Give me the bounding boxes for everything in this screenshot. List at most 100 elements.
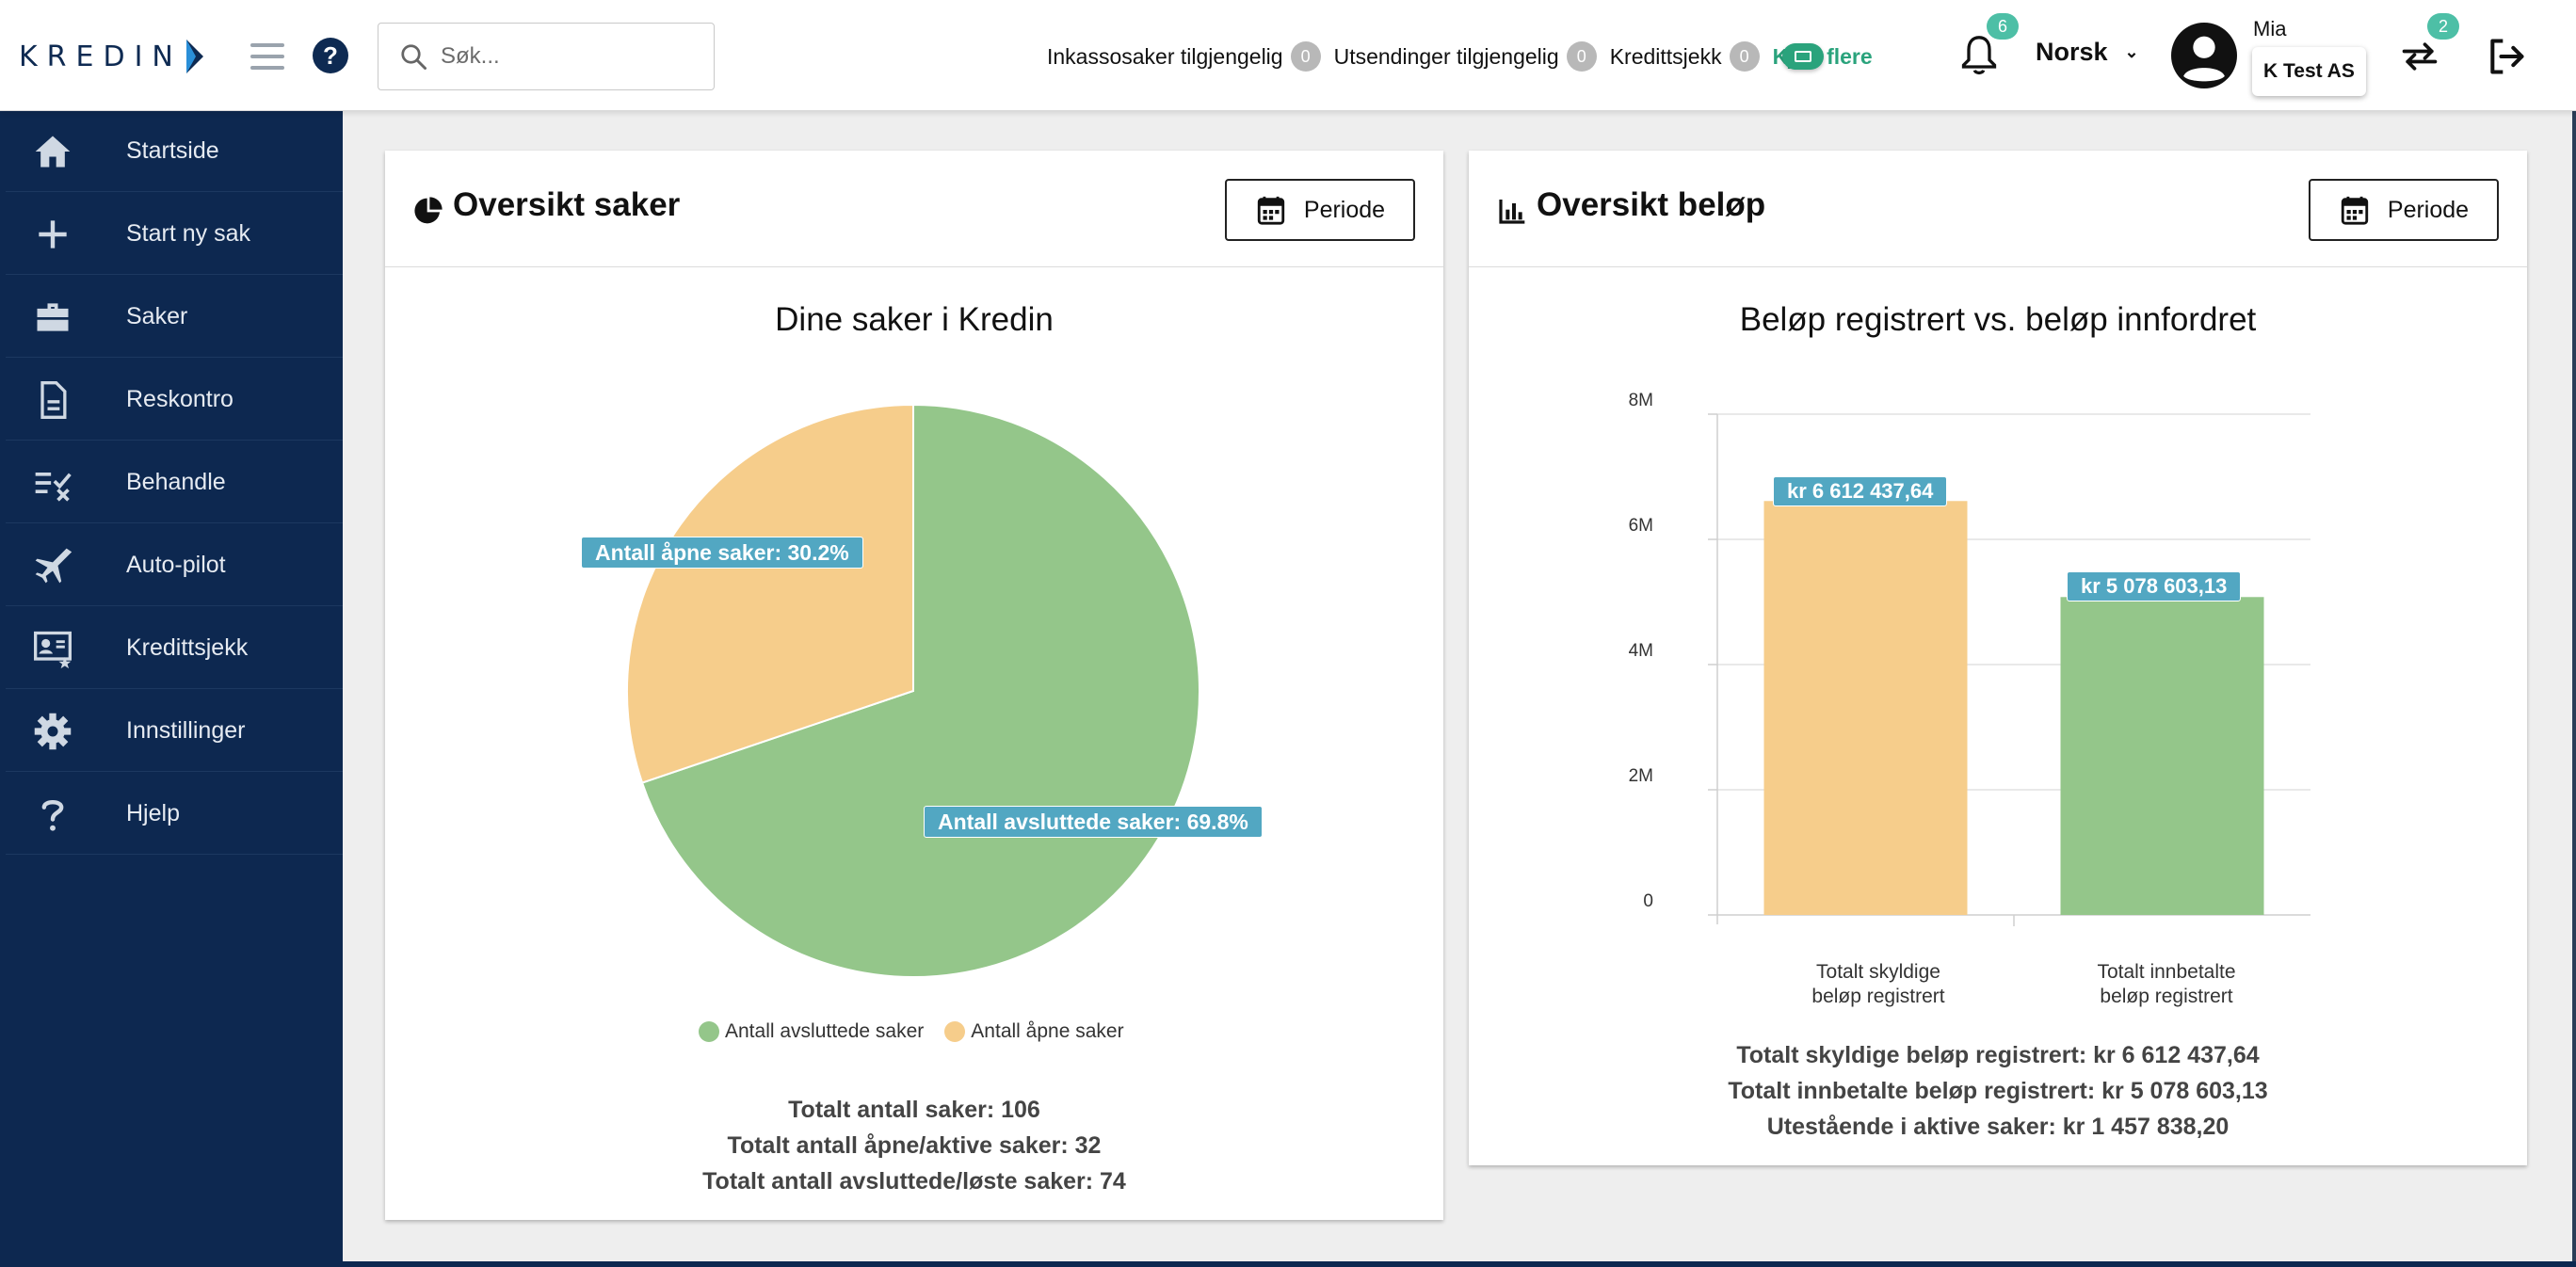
- counter-kredittsjekk: Kredittsjekk 0: [1610, 41, 1760, 72]
- language-select[interactable]: Norsk ⌄: [2036, 38, 2139, 67]
- calendar-icon: [1257, 196, 1285, 225]
- amounts-overview-card: Oversikt beløp Periode Beløp registrert …: [1469, 151, 2527, 1165]
- period-button[interactable]: Periode: [2309, 179, 2499, 241]
- y-tick-label: 6M: [1628, 516, 1653, 536]
- summary-line: Totalt innbetalte beløp registrert: kr 5…: [1728, 1078, 2268, 1104]
- legend-dot: [699, 1021, 719, 1042]
- summary-line: Totalt skyldige beløp registrert: kr 6 6…: [1736, 1042, 2260, 1068]
- card-title: Oversikt beløp: [1537, 186, 1766, 223]
- bar-chart: [1708, 413, 2310, 926]
- gear-icon: [34, 713, 72, 749]
- switch-account-icon[interactable]: [2399, 36, 2440, 77]
- x-tick-label: Totalt skyldige beløp registrert: [1775, 960, 1982, 1009]
- counter-badge: 0: [1566, 41, 1597, 72]
- pie-chart-icon: [414, 197, 443, 224]
- pie-slice[interactable]: [626, 403, 914, 784]
- sidebar-item-label: Saker: [126, 303, 188, 329]
- chart-title: Dine saker i Kredin: [775, 301, 1054, 338]
- legend-item-open[interactable]: Antall åpne saker: [944, 1020, 1124, 1043]
- search-icon: [401, 44, 427, 70]
- cases-summary: Totalt antall saker: 106 Totalt antall å…: [385, 1092, 1443, 1199]
- y-tick-label: 8M: [1628, 391, 1653, 410]
- counter-badge: 0: [1729, 41, 1760, 72]
- sidebar-item-label: Kredittsjekk: [126, 634, 249, 661]
- summary-line: Totalt antall avsluttede/løste saker: 74: [702, 1168, 1126, 1195]
- sidebar-item-reskontro[interactable]: Reskontro: [6, 360, 343, 441]
- bar[interactable]: [1763, 501, 1968, 915]
- bar-chart-icon: [1499, 200, 1525, 224]
- sidebar-item-label: Reskontro: [126, 386, 233, 412]
- sidebar-item-label: Auto-pilot: [126, 552, 226, 578]
- bar[interactable]: [2060, 597, 2264, 915]
- briefcase-icon: [37, 302, 69, 331]
- period-label: Periode: [1303, 196, 1386, 223]
- card-title: Oversikt saker: [453, 186, 681, 223]
- logo-text: KREDIN: [19, 40, 183, 73]
- chevron-down-icon: ⌄: [2124, 42, 2139, 61]
- summary-line: Totalt antall åpne/aktive saker: 32: [727, 1132, 1102, 1159]
- window-frame-right: [2572, 111, 2576, 1267]
- logo-arrow-icon: [185, 40, 203, 73]
- credit-card-icon: [1781, 43, 1824, 70]
- sidebar-item-label: Innstillinger: [126, 717, 246, 744]
- amounts-summary: Totalt skyldige beløp registrert: kr 6 6…: [1469, 1037, 2527, 1145]
- counter-label: Inkassosaker tilgjengelig: [1047, 43, 1283, 69]
- x-tick-label: Totalt innbetalte beløp registrert: [2063, 960, 2270, 1009]
- sidebar-item-innstillinger[interactable]: Innstillinger: [6, 691, 343, 772]
- y-tick-label: 0: [1643, 891, 1653, 911]
- card-header: Oversikt saker Periode: [385, 151, 1443, 267]
- sidebar-item-auto-pilot[interactable]: Auto-pilot: [6, 525, 343, 606]
- legend-item-closed[interactable]: Antall avsluttede saker: [699, 1020, 924, 1043]
- main-content: Oversikt saker Periode Dine saker i Kred…: [343, 111, 2572, 1261]
- chart-legend: Antall avsluttede saker Antall åpne sake…: [699, 1020, 1145, 1043]
- help-icon[interactable]: ?: [313, 38, 348, 73]
- sidebar-item-label: Start ny sak: [126, 220, 250, 247]
- counter-label: Kredittsjekk: [1609, 43, 1722, 69]
- logout-icon[interactable]: [2486, 36, 2527, 77]
- top-bar: KREDIN ? Inkassosaker tilgjengelig 0 Uts…: [0, 0, 2576, 111]
- sidebar-item-startside[interactable]: Startside: [6, 111, 343, 192]
- sidebar: Startside Start ny sak Saker Reskontro B…: [6, 111, 343, 1267]
- menu-toggle-icon[interactable]: [250, 43, 284, 70]
- window-frame-bottom: [0, 1261, 2576, 1267]
- y-tick-label: 2M: [1628, 766, 1653, 786]
- organization-button[interactable]: K Test AS: [2252, 47, 2366, 96]
- language-label: Norsk: [2036, 38, 2108, 66]
- sidebar-item-kredittsjekk[interactable]: Kredittsjekk: [6, 608, 343, 689]
- counter-label: Utsendinger tilgjengelig: [1333, 43, 1559, 69]
- y-tick-label: 4M: [1628, 641, 1653, 661]
- counter-inkassosaker: Inkassosaker tilgjengelig 0: [1047, 41, 1321, 72]
- card-header: Oversikt beløp Periode: [1469, 151, 2527, 267]
- summary-line: Utestående i aktive saker: kr 1 457 838,…: [1766, 1114, 2230, 1140]
- sidebar-item-label: Hjelp: [126, 800, 180, 826]
- calendar-icon: [2341, 196, 2369, 225]
- sidebar-item-hjelp[interactable]: Hjelp: [6, 774, 343, 855]
- legend-label: Antall avsluttede saker: [725, 1020, 925, 1042]
- search-input[interactable]: [441, 43, 704, 70]
- switch-count-badge: 2: [2427, 13, 2459, 40]
- summary-line: Totalt antall saker: 106: [788, 1097, 1040, 1123]
- counter-badge: 0: [1290, 41, 1321, 72]
- search-field[interactable]: [378, 23, 715, 90]
- sidebar-item-behandle[interactable]: Behandle: [6, 442, 343, 523]
- user-avatar-icon[interactable]: [2171, 23, 2237, 88]
- bar-value-label: kr 5 078 603,13: [2067, 571, 2242, 601]
- document-icon: [40, 380, 67, 419]
- notification-bell-icon[interactable]: [1958, 34, 2000, 79]
- cases-overview-card: Oversikt saker Periode Dine saker i Kred…: [385, 151, 1443, 1220]
- bar-value-label: kr 6 612 437,64: [1773, 476, 1948, 506]
- window-frame-left: [0, 111, 6, 1267]
- kredin-logo[interactable]: KREDIN: [19, 36, 205, 77]
- chart-title: Beløp registrert vs. beløp innfordret: [1739, 301, 2257, 338]
- buy-more-button[interactable]: Kjøp flere: [1773, 43, 1873, 70]
- home-icon: [35, 136, 71, 167]
- sidebar-item-start-ny-sak[interactable]: Start ny sak: [6, 194, 343, 275]
- x-tick-line: Totalt skyldige: [1816, 961, 1940, 983]
- checklist-icon: [35, 472, 72, 502]
- plus-icon: [39, 219, 67, 249]
- id-card-icon: [34, 631, 72, 668]
- airplane-icon: [35, 548, 72, 583]
- pie-chart: [626, 403, 1200, 978]
- sidebar-item-saker[interactable]: Saker: [6, 277, 343, 358]
- period-button[interactable]: Periode: [1225, 179, 1415, 241]
